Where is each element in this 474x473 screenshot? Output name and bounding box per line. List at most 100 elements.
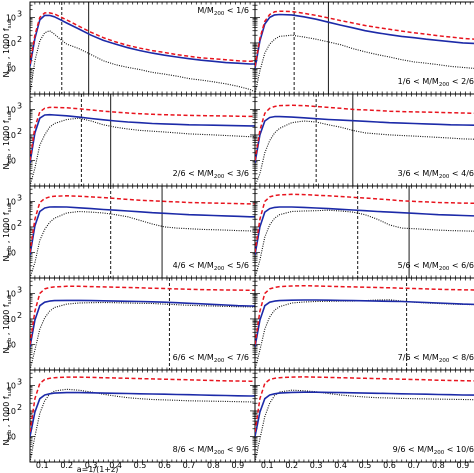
panel-label-sub: 200 (434, 450, 445, 456)
panel-label-pre: M/M (197, 6, 214, 15)
y-tick-exponent: 3 (17, 285, 22, 294)
panel-label-post: < 5/6 (224, 261, 249, 270)
panel-frame (254, 1, 474, 95)
panel-label: 6/6 < M/M200 < 7/6 (173, 353, 249, 364)
y-tick-exponent: 2 (17, 127, 22, 136)
y-axis-title: Nsub , 1000 fsub (2, 202, 13, 262)
panel-label-sub: 200 (214, 11, 225, 17)
series-black-line (30, 30, 255, 94)
panel-8: 7/6 < M/M200 < 8/6 (254, 277, 474, 371)
x-tick-label: 0.2 (60, 461, 73, 470)
panel-6: 5/6 < M/M200 < 6/6 (254, 185, 474, 279)
x-tick-label: 0.6 (383, 461, 396, 470)
series-blue-line (30, 14, 255, 67)
panel-label-sub: 200 (439, 358, 450, 364)
panel-frame (29, 369, 256, 463)
panel-label-post: < 9/6 (224, 445, 249, 454)
y-axis-title-b-sub: sub (7, 294, 13, 304)
x-tick-label: 0.1 (36, 461, 49, 470)
y-tick-label: 10 (6, 407, 16, 416)
series-red-line (255, 376, 474, 433)
series-blue-line (30, 113, 255, 164)
y-tick-exponent: 3 (17, 377, 22, 386)
panel-label-sub: 200 (214, 266, 225, 272)
panel-10: 9/6 < M/M200 < 10/6 0.1 0.2 0.3 0.4 0.5 0.6 0.7… (254, 369, 474, 470)
x-tick-label: 0.1 (261, 461, 274, 470)
panel-label-sub: 200 (439, 266, 450, 272)
panel-label-pre: 6/6 < M/M (173, 353, 214, 362)
panel-frame (29, 277, 256, 371)
panel-label-pre: 2/6 < M/M (173, 169, 214, 178)
y-axis-title-b-sub: sub (7, 18, 13, 28)
x-tick-label: 0.7 (183, 461, 196, 470)
panel-label: 9/6 < M/M200 < 10/6 (393, 445, 474, 456)
panel-label-post: < 8/6 (449, 353, 474, 362)
y-axis-title: Nsub , 1000 fsub (2, 18, 13, 78)
y-tick-label: 10 (6, 39, 16, 48)
y-tick-label: 10 (6, 197, 16, 206)
series-black-line (30, 301, 255, 370)
x-tick-label: 0.3 (85, 461, 98, 470)
y-tick-label: 10 (6, 105, 16, 114)
y-axis-title-b: , 1000 f (2, 304, 11, 338)
panel-label: 1/6 < M/M200 < 2/6 (398, 77, 474, 88)
y-axis-title: Nsub , 1000 fsub (2, 294, 13, 354)
panel-label-pre: 7/6 < M/M (398, 353, 439, 362)
y-axis-title-b-sub: sub (7, 386, 13, 396)
x-tick-label: 0.4 (334, 461, 347, 470)
y-tick-exponent: 3 (17, 101, 22, 110)
panel-label-post: < 6/6 (449, 261, 474, 270)
panel-label-pre: 5/6 < M/M (398, 261, 439, 270)
series-red-line (30, 106, 255, 161)
y-tick-label: 10 (6, 381, 16, 390)
panel-frame (254, 369, 474, 463)
panel-label-pre: 4/6 < M/M (173, 261, 214, 270)
panel-label-sub: 200 (439, 174, 450, 180)
x-tick-label: 0.5 (134, 461, 147, 470)
y-axis-title-b: , 1000 f (2, 396, 11, 430)
y-axis-title-b-sub: sub (7, 110, 13, 120)
panel-label: 3/6 < M/M200 < 4/6 (398, 169, 474, 180)
panel-label: 8/6 < M/M200 < 9/6 (173, 445, 249, 456)
y-axis-title-a-sub: sub (7, 337, 13, 347)
panel-label-sub: 200 (214, 450, 225, 456)
panel-label-post: < 3/6 (224, 169, 249, 178)
x-tick-label: 0.8 (207, 461, 220, 470)
y-tick-label: 10 (6, 432, 16, 441)
y-axis-title: Nsub , 1000 fsub (2, 386, 13, 446)
y-tick-label: 10 (6, 131, 16, 140)
y-axis-title-a-sub: sub (7, 61, 13, 71)
x-tick-label: 0.9 (457, 461, 470, 470)
x-tick-label: 0.9 (232, 461, 245, 470)
panel-label-pre: 8/6 < M/M (173, 445, 214, 454)
panel-label-post: < 10/6 (444, 445, 474, 454)
panel-frame (29, 185, 256, 279)
y-axis-title-a: N (2, 164, 11, 170)
panel-label-post: < 4/6 (449, 169, 474, 178)
series-blue-line (30, 299, 255, 348)
panel-label-sub: 200 (214, 174, 225, 180)
panel-label: 4/6 < M/M200 < 5/6 (173, 261, 249, 272)
series-blue-line (30, 391, 255, 437)
y-axis-title-b-sub: sub (7, 202, 13, 212)
x-tick-label: 0.3 (310, 461, 323, 470)
series-red-line (30, 195, 255, 253)
x-tick-label: 0.5 (359, 461, 372, 470)
panel-label: 5/6 < M/M200 < 6/6 (398, 261, 474, 272)
y-tick-label: 10 (6, 315, 16, 324)
panel-frame (254, 93, 474, 187)
y-tick-label: 10 (6, 248, 16, 257)
y-axis-title-b: , 1000 f (2, 212, 11, 246)
panel-label: 2/6 < M/M200 < 3/6 (173, 169, 249, 180)
series-red-line (255, 284, 474, 345)
y-axis-title: Nsub , 1000 fsub (2, 110, 13, 170)
y-tick-exponent: 2 (17, 35, 22, 44)
y-tick-label: 10 (6, 340, 16, 349)
panel-label-pre: 1/6 < M/M (398, 77, 439, 86)
